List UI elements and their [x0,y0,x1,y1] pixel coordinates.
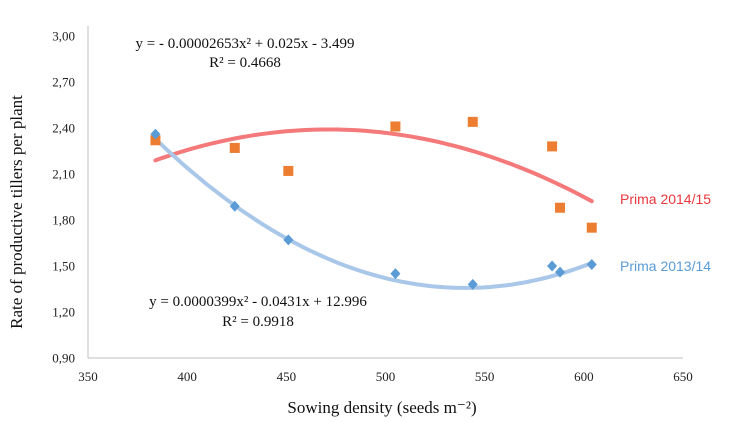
x-tick-label: 550 [475,369,495,384]
x-tick-label: 400 [177,369,197,384]
data-point-2013-14 [283,234,294,246]
y-tick-label: 1,20 [52,305,75,320]
data-point-2013-14 [467,278,478,290]
trendline-2014-15 [153,127,594,204]
y-tick-label: 0,90 [52,351,75,366]
series-label-2013-14: Prima 2013/14 [620,258,711,274]
y-tick-label: 1,50 [52,259,75,274]
x-tick-label: 500 [376,369,396,384]
data-point-2013-14 [150,128,161,140]
x-tick-label: 450 [277,369,297,384]
data-point-2014-15 [586,222,597,233]
data-points [150,116,597,290]
r-squared-2014-15: R² = 0.4668 [209,55,281,71]
data-point-2014-15 [150,135,161,146]
y-axis-ticks: 0,90 1,20 1,50 1,80 2,10 2,40 2,70 3,00 [52,29,75,366]
data-point-2013-14 [586,258,597,270]
y-axis-title: Rate of productive tillers per plant [7,95,26,329]
x-tick-label: 350 [78,369,98,384]
y-tick-label: 2,10 [52,167,75,182]
trend-equation-2013-14: y = 0.0000399x² - 0.0431x + 12.996 [149,294,367,310]
x-tick-label: 600 [574,369,594,384]
trend-equation-2014-15: y = - 0.00002653x² + 0.025x - 3.499 [136,36,355,52]
data-point-2013-14 [555,266,566,278]
data-point-2013-14 [547,260,558,272]
x-tick-label: 650 [673,369,693,384]
data-point-2014-15 [229,142,240,153]
trendline-2013-14 [153,136,594,290]
data-point-2014-15 [390,121,401,132]
r-squared-2013-14: R² = 0.9918 [222,314,294,330]
x-axis-title: Sowing density (seeds m⁻²) [287,398,476,417]
data-point-2014-15 [467,116,478,127]
data-point-2014-15 [547,141,558,152]
data-point-2013-14 [229,200,240,212]
data-point-2014-15 [555,202,566,213]
y-tick-label: 1,80 [52,213,75,228]
data-point-2013-14 [390,268,401,280]
y-tick-label: 3,00 [52,29,75,44]
data-point-2014-15 [283,165,294,176]
y-tick-label: 2,70 [52,75,75,90]
y-tick-label: 2,40 [52,121,75,136]
trendlines [153,127,594,290]
x-axis-ticks: 350 400 450 500 550 600 650 [78,369,693,384]
series-label-2014-15: Prima 2014/15 [620,191,711,207]
